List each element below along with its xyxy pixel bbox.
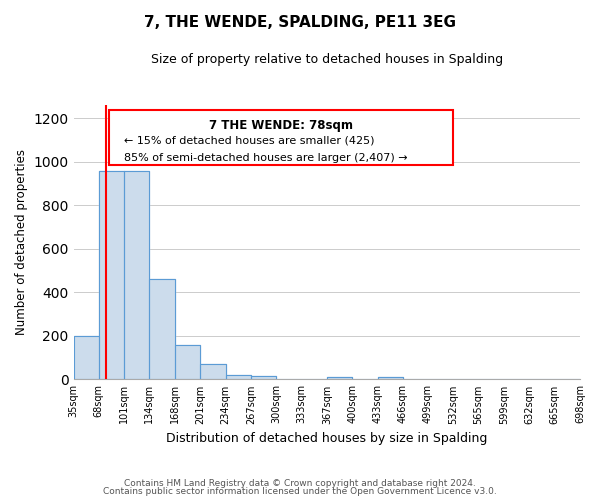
Text: 85% of semi-detached houses are larger (2,407) →: 85% of semi-detached houses are larger (… xyxy=(124,153,408,163)
Title: Size of property relative to detached houses in Spalding: Size of property relative to detached ho… xyxy=(151,54,503,66)
Text: 7 THE WENDE: 78sqm: 7 THE WENDE: 78sqm xyxy=(209,118,353,132)
Y-axis label: Number of detached properties: Number of detached properties xyxy=(15,149,28,335)
Text: 7, THE WENDE, SPALDING, PE11 3EG: 7, THE WENDE, SPALDING, PE11 3EG xyxy=(144,15,456,30)
FancyBboxPatch shape xyxy=(109,110,454,166)
Text: Contains HM Land Registry data © Crown copyright and database right 2024.: Contains HM Land Registry data © Crown c… xyxy=(124,478,476,488)
X-axis label: Distribution of detached houses by size in Spalding: Distribution of detached houses by size … xyxy=(166,432,487,445)
Text: ← 15% of detached houses are smaller (425): ← 15% of detached houses are smaller (42… xyxy=(124,135,374,145)
Text: Contains public sector information licensed under the Open Government Licence v3: Contains public sector information licen… xyxy=(103,487,497,496)
